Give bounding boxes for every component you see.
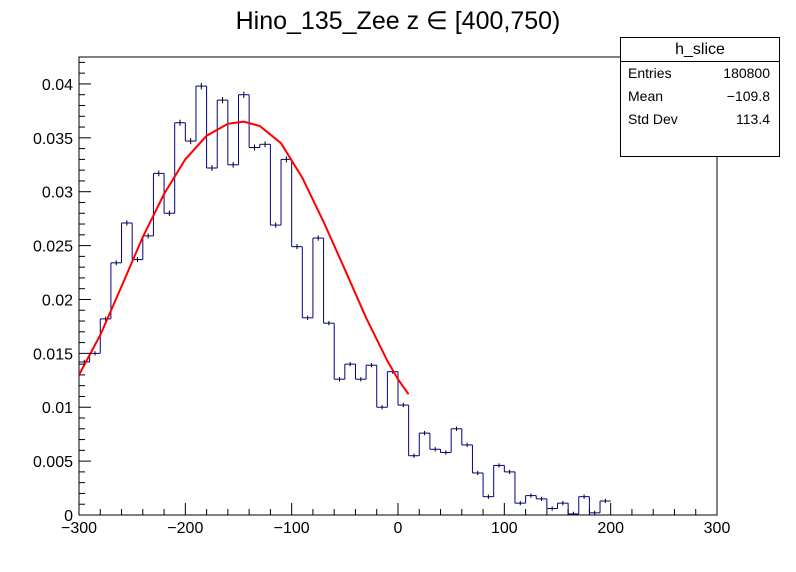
y-tick-label: 0.02 [42,292,73,309]
stats-value: 180800 [723,65,770,81]
stats-label: Mean [628,88,664,104]
x-tick-label: 300 [704,520,731,537]
y-tick-label: 0.015 [33,346,73,363]
fit-curve-layer [78,120,410,395]
stats-row-entries: Entries 180800 [621,62,779,85]
x-tick-label: −100 [274,520,310,537]
stats-box: h_slice Entries 180800 Mean −109.8 Std D… [620,37,780,157]
stats-label: Std Dev [628,111,678,127]
y-tick-label: 0.035 [33,131,73,148]
y-tick-label: 0.025 [33,239,73,256]
y-tick-label: 0.04 [42,77,73,94]
stats-value: 113.4 [736,111,770,127]
x-tick-label: −300 [61,520,97,537]
fit-curve [78,120,410,395]
histogram-layer [79,82,611,515]
stats-title: h_slice [621,38,779,62]
x-tick-label: 0 [394,520,403,537]
x-tick-label: 100 [491,520,518,537]
y-tick-label: 0.03 [42,185,73,202]
y-tick-label: 0 [64,508,73,525]
y-tick-label: 0.005 [33,454,73,471]
x-tick-label: −200 [167,520,203,537]
stats-label: Entries [628,65,672,81]
y-tick-label: 0.01 [42,400,73,417]
stats-row-mean: Mean −109.8 [621,85,779,108]
x-tick-label: 200 [597,520,624,537]
stats-row-stddev: Std Dev 113.4 [621,108,779,131]
chart-title: Hino_135_Zee z ∈ [400,750) [235,7,561,35]
stats-value: −109.8 [726,88,770,104]
axes-layer: −300 −200 −100 0 100 200 300 0 0.005 0.01 0.015 0.0… [33,61,731,537]
